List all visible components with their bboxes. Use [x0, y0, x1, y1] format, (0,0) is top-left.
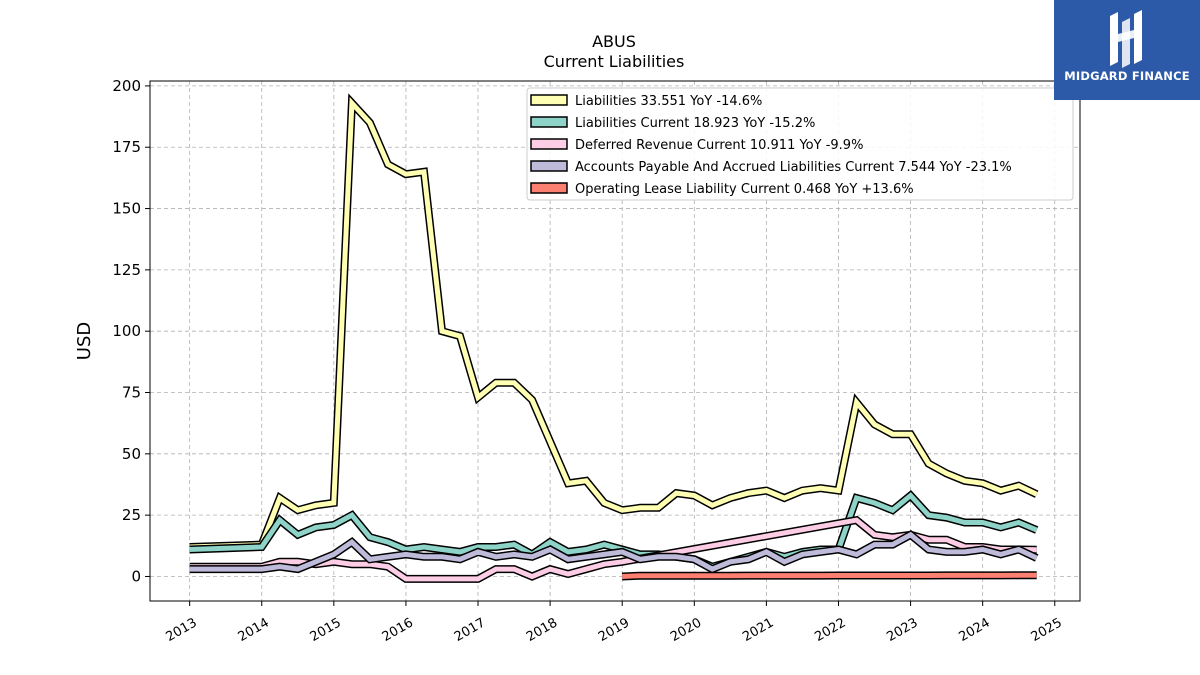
series-line-2 [189, 517, 1037, 582]
x-tick-label: 2019 [596, 615, 632, 645]
series-line-0 [189, 96, 1038, 550]
y-axis: 0 25 50 75 100 125 150 175 200 [112, 77, 150, 585]
y-tick-label: 100 [112, 322, 141, 340]
legend-entry: Accounts Payable And Accrued Liabilities… [575, 160, 1012, 175]
legend-entry: Liabilities 33.551 YoY -14.6% [575, 94, 762, 109]
legend-swatch [530, 160, 568, 172]
logo-mark-icon [1110, 10, 1142, 68]
legend-swatch [530, 94, 568, 106]
y-tick-label: 150 [112, 200, 141, 218]
x-tick-label: 2015 [308, 615, 344, 645]
y-tick-label: 75 [122, 384, 141, 402]
y-tick-label: 175 [112, 138, 141, 156]
legend: Liabilities 33.551 YoY -14.6% Liabilities… [526, 87, 1074, 201]
x-tick-label: 2018 [524, 615, 560, 645]
x-tick-label: 2013 [163, 615, 199, 645]
x-tick-label: 2025 [1029, 615, 1065, 645]
legend-swatch [530, 182, 568, 194]
series-lines [189, 93, 1039, 583]
x-tick-label: 2016 [380, 615, 416, 645]
legend-swatch [530, 116, 568, 128]
series-line-3 [189, 531, 1038, 572]
legend-entry: Operating Lease Liability Current 0.468 … [575, 182, 914, 197]
legend-swatch [530, 138, 568, 150]
x-tick-label: 2014 [236, 615, 272, 645]
y-tick-label: 50 [122, 445, 141, 463]
y-tick-label: 125 [112, 261, 141, 279]
series-line-1 [189, 492, 1038, 570]
legend-entry: Liabilities Current 18.923 YoY -15.2% [575, 116, 815, 131]
chart-subtitle: Current Liabilities [544, 52, 685, 71]
y-tick-label: 25 [122, 506, 141, 524]
brand-logo: MIDGARD FINANCE [1054, 0, 1200, 100]
logo-text: MIDGARD FINANCE [1064, 69, 1190, 83]
legend-box [526, 87, 1074, 201]
x-tick-label: 2023 [884, 615, 920, 645]
series-line-4 [622, 572, 1037, 579]
x-tick-label: 2020 [668, 615, 704, 645]
x-axis: 2013 2014 2015 2016 2017 2018 2019 2020 2021 2022… [163, 601, 1065, 645]
chart-title: ABUS [592, 32, 636, 51]
x-tick-label: 2021 [740, 615, 776, 645]
x-tick-label: 2017 [452, 615, 488, 645]
x-tick-label: 2022 [812, 615, 848, 645]
y-axis-label: USD [74, 322, 95, 360]
plot-frame [149, 80, 1081, 602]
x-tick-label: 2024 [957, 615, 993, 645]
y-tick-label: 0 [131, 567, 141, 585]
y-tick-label: 200 [112, 77, 141, 95]
legend-entry: Deferred Revenue Current 10.911 YoY -9.9… [575, 138, 863, 153]
